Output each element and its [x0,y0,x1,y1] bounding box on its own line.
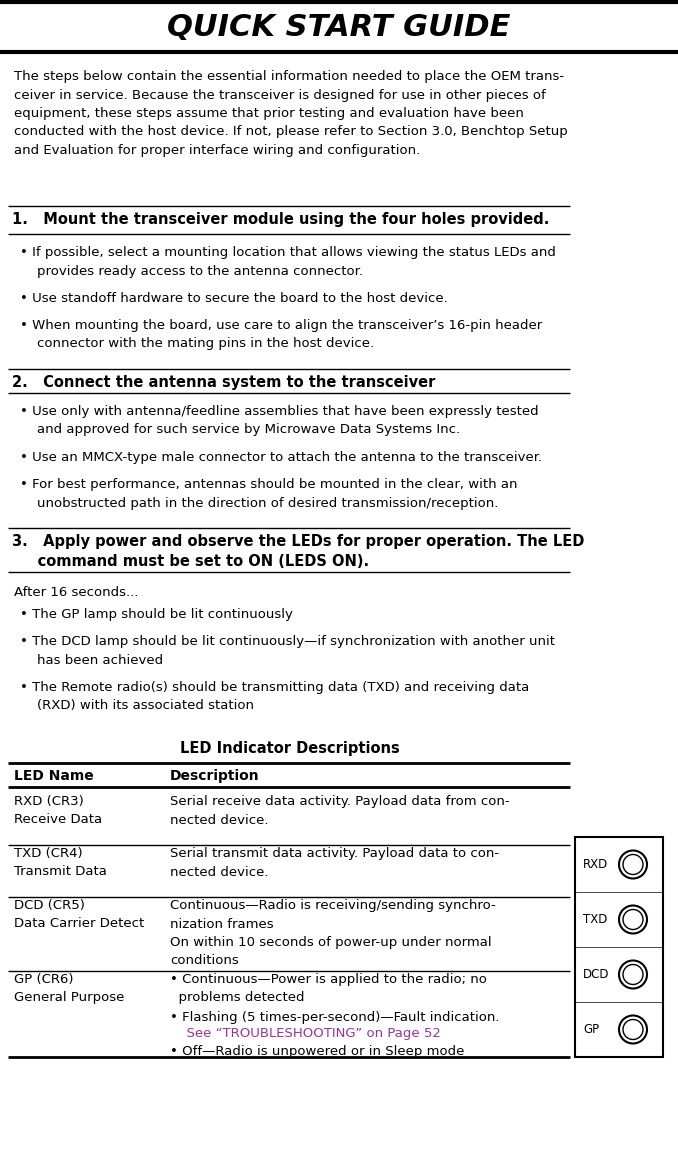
Text: DCD (CR5)
Data Carrier Detect: DCD (CR5) Data Carrier Detect [14,899,144,931]
Text: Serial transmit data activity. Payload data to con-
nected device.: Serial transmit data activity. Payload d… [170,847,499,879]
Text: • For best performance, antennas should be mounted in the clear, with an
    uno: • For best performance, antennas should … [20,478,517,510]
Text: TXD (CR4)
Transmit Data: TXD (CR4) Transmit Data [14,847,107,878]
Text: • Use standoff hardware to secure the board to the host device.: • Use standoff hardware to secure the bo… [20,292,447,305]
Text: 3.   Apply power and observe the LEDs for proper operation. The LED
     command: 3. Apply power and observe the LEDs for … [12,534,584,568]
Text: Serial receive data activity. Payload data from con-
nected device.: Serial receive data activity. Payload da… [170,795,510,826]
Text: 2.   Connect the antenna system to the transceiver: 2. Connect the antenna system to the tra… [12,375,435,390]
Text: GP: GP [583,1023,599,1036]
Circle shape [623,909,643,929]
Circle shape [619,851,647,879]
Circle shape [623,1020,643,1040]
Circle shape [619,1015,647,1043]
Text: QUICK START GUIDE: QUICK START GUIDE [167,13,511,41]
Text: • Continuous—Power is applied to the radio; no
  problems detected: • Continuous—Power is applied to the rad… [170,973,487,1004]
Text: TXD: TXD [583,913,607,926]
Text: • If possible, select a mounting location that allows viewing the status LEDs an: • If possible, select a mounting locatio… [20,246,556,278]
Text: • When mounting the board, use care to align the transceiver’s 16-pin header
   : • When mounting the board, use care to a… [20,319,542,350]
Bar [575,837,663,1057]
Text: After 16 seconds...: After 16 seconds... [14,586,138,599]
Circle shape [619,961,647,988]
Text: • Use an MMCX-type male connector to attach the antenna to the transceiver.: • Use an MMCX-type male connector to att… [20,451,542,464]
Text: Description: Description [170,769,260,783]
Text: RXD: RXD [583,858,608,871]
Text: Continuous—Radio is receiving/sending synchro-
nization frames
On within 10 seco: Continuous—Radio is receiving/sending sy… [170,899,496,968]
Text: • The DCD lamp should be lit continuously—if synchronization with another unit
 : • The DCD lamp should be lit continuousl… [20,635,555,667]
Text: • Use only with antenna/feedline assemblies that have been expressly tested
    : • Use only with antenna/feedline assembl… [20,406,538,436]
Circle shape [619,906,647,934]
Text: 1.   Mount the transceiver module using the four holes provided.: 1. Mount the transceiver module using th… [12,212,549,227]
Text: • Flashing (5 times-per-second)—Fault indication.: • Flashing (5 times-per-second)—Fault in… [170,1011,500,1024]
Text: • The Remote radio(s) should be transmitting data (TXD) and receiving data
    (: • The Remote radio(s) should be transmit… [20,681,530,713]
Text: LED Indicator Descriptions: LED Indicator Descriptions [180,741,400,756]
Text: DCD: DCD [583,968,610,981]
Text: • The GP lamp should be lit continuously: • The GP lamp should be lit continuously [20,608,293,621]
Text: See “TROUBLESHOOTING” on Page 52: See “TROUBLESHOOTING” on Page 52 [178,1027,441,1040]
Text: The steps below contain the essential information needed to place the OEM trans-: The steps below contain the essential in… [14,70,567,157]
Text: LED Name: LED Name [14,769,94,783]
Text: GP (CR6)
General Purpose: GP (CR6) General Purpose [14,973,124,1004]
Circle shape [623,854,643,874]
Text: RXD (CR3)
Receive Data: RXD (CR3) Receive Data [14,795,102,826]
Circle shape [623,965,643,984]
Text: • Off—Radio is unpowered or in Sleep mode: • Off—Radio is unpowered or in Sleep mod… [170,1045,464,1058]
